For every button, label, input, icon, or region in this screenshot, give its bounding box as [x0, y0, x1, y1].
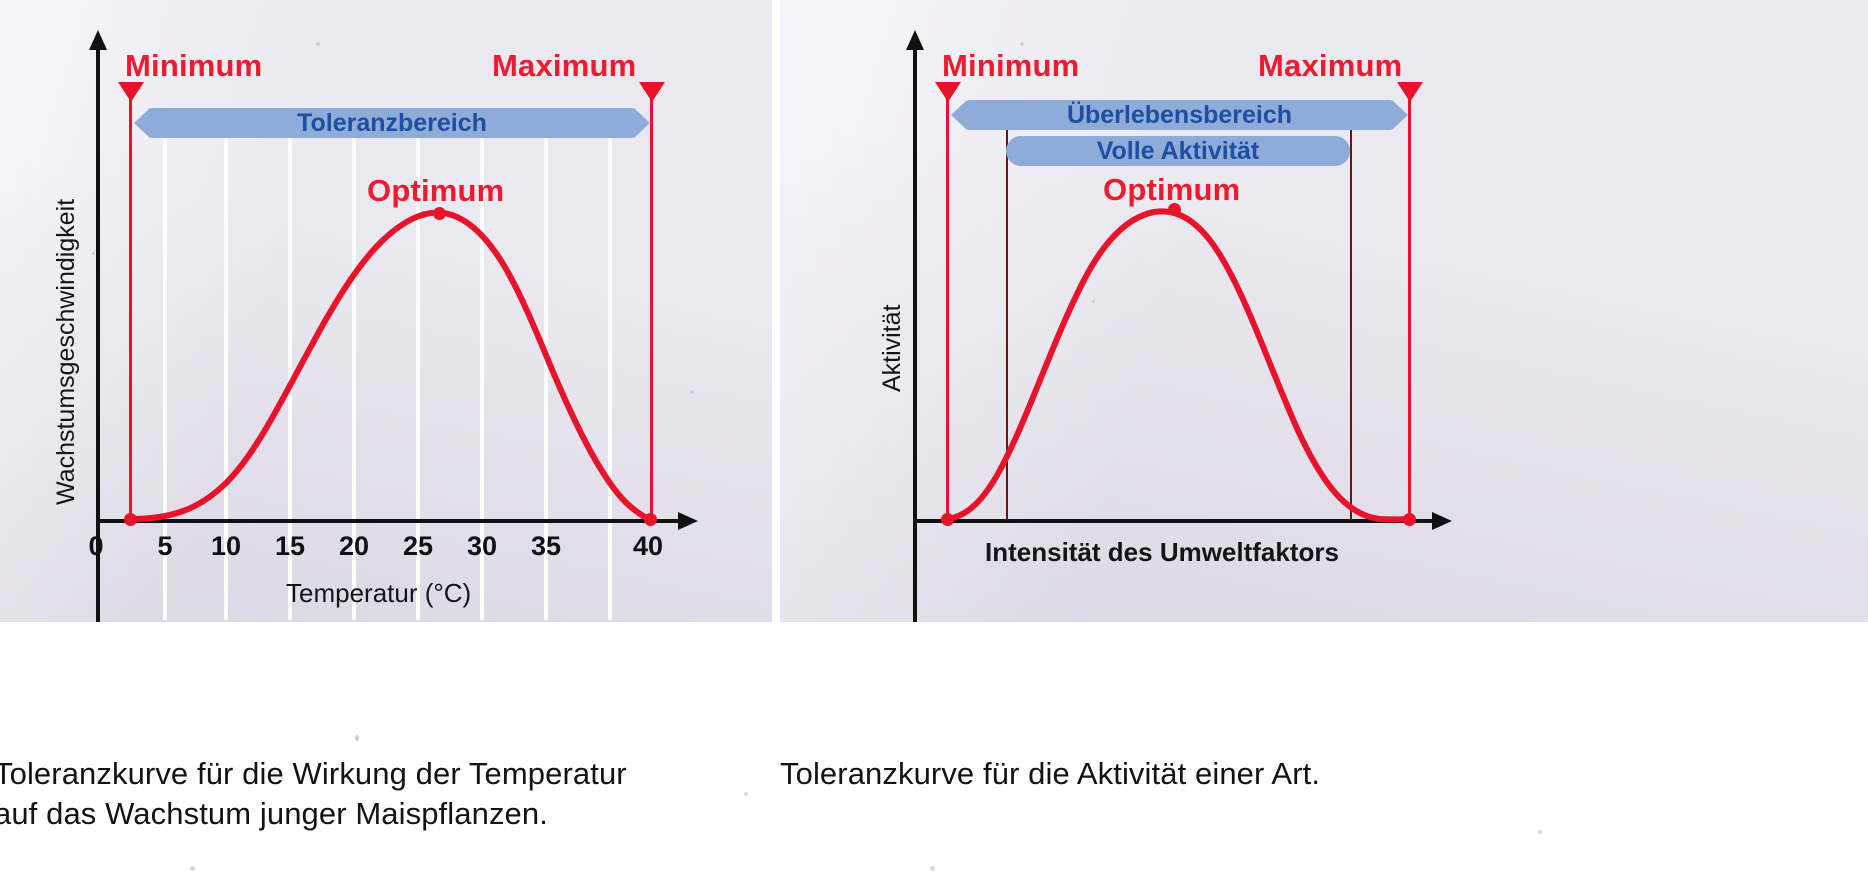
x-tick-label: 30	[466, 531, 498, 561]
y-axis-arrow-icon	[906, 30, 924, 50]
x-tick-label: 15	[274, 531, 306, 561]
optimum-label: Optimum	[367, 173, 505, 208]
maximum-marker-icon	[639, 82, 665, 102]
x-axis-line	[96, 519, 681, 523]
gridline	[544, 120, 548, 620]
minimum-boundary-line	[946, 92, 949, 524]
paper-speck	[92, 252, 95, 255]
maximum-point	[644, 513, 657, 526]
y-axis-title: Wachstumsgeschwindigkeit	[52, 198, 80, 505]
gridline	[288, 120, 292, 620]
paper-speck	[355, 735, 359, 741]
optimum-point	[1168, 203, 1181, 216]
toleranzbereich-band: Toleranzbereich	[134, 108, 650, 138]
paper-speck	[1020, 42, 1024, 46]
maximum-point	[1403, 513, 1416, 526]
minimum-point	[941, 513, 954, 526]
gridline	[352, 120, 356, 620]
full-activity-right-boundary-line	[1350, 128, 1352, 520]
minimum-label: Minimum	[125, 48, 263, 83]
y-axis-title: Aktivität	[878, 304, 906, 392]
x-axis-title: Temperatur (°C)	[286, 578, 472, 608]
paper-speck	[316, 42, 320, 46]
x-axis-arrow-icon	[1432, 512, 1452, 530]
paper-speck	[744, 792, 748, 796]
band-label: Volle Aktivität	[1096, 137, 1260, 165]
minimum-point	[124, 513, 137, 526]
x-axis-line	[913, 519, 1435, 523]
growth-rate-curve	[128, 209, 654, 522]
x-tick-label: 20	[338, 531, 370, 561]
paper-speck	[190, 866, 195, 871]
minimum-boundary-line	[129, 92, 132, 524]
x-tick-label: 10	[210, 531, 242, 561]
left-chart-panel: Minimum Maximum Optimum Toleranzbereich …	[0, 0, 772, 622]
band-label: Toleranzbereich	[297, 109, 487, 137]
band-right-arrow-icon	[634, 108, 650, 138]
optimum-point	[433, 207, 446, 220]
band-bar	[149, 108, 635, 138]
right-caption-line: Toleranzkurve für die Aktivität einer Ar…	[780, 756, 1321, 791]
gridline	[163, 120, 167, 620]
gridline	[608, 120, 612, 620]
y-axis-line	[913, 48, 917, 622]
y-axis-arrow-icon	[89, 30, 107, 50]
panel-gutter	[772, 0, 780, 622]
band-bar	[1006, 136, 1350, 166]
band-left-arrow-icon	[951, 100, 967, 130]
maximum-boundary-line	[1408, 92, 1411, 524]
full-activity-left-boundary-line	[1006, 128, 1008, 520]
y-axis-line	[96, 48, 100, 622]
minimum-marker-icon	[935, 82, 961, 102]
x-tick-label: 35	[530, 531, 562, 561]
band-right-arrow-icon	[1392, 100, 1408, 130]
activity-curve	[945, 208, 1412, 523]
right-chart-panel: Minimum Maximum Optimum Überlebensbereic…	[780, 0, 1868, 622]
gridline	[416, 120, 420, 620]
x-tick-label: 5	[157, 531, 173, 561]
left-caption: Toleranzkurve für die Wirkung der Temper…	[0, 754, 754, 834]
ueberlebensbereich-band: Überlebensbereich	[951, 100, 1408, 130]
band-bar	[966, 100, 1393, 130]
left-caption-line: Toleranzkurve für die Wirkung der Temper…	[0, 756, 627, 791]
optimum-label: Optimum	[1103, 172, 1241, 207]
x-axis-title: Intensität des Umweltfaktors	[985, 537, 1339, 567]
minimum-marker-icon	[118, 82, 144, 102]
x-tick-label: 0	[88, 531, 104, 561]
gridline	[224, 120, 228, 620]
paper-speck	[930, 866, 935, 871]
minimum-label: Minimum	[942, 48, 1080, 83]
left-caption-line: auf das Wachstum junger Maispflanzen.	[0, 796, 548, 831]
x-tick-label: 25	[402, 531, 434, 561]
x-tick-label: 40	[632, 531, 664, 561]
maximum-boundary-line	[650, 92, 653, 524]
right-caption: Toleranzkurve für die Aktivität einer Ar…	[780, 754, 1840, 794]
volle-aktivitaet-band: Volle Aktivität	[1006, 136, 1350, 166]
gridline	[480, 120, 484, 620]
maximum-label: Maximum	[1258, 48, 1403, 83]
paper-speck	[1538, 830, 1542, 834]
maximum-label: Maximum	[492, 48, 637, 83]
maximum-marker-icon	[1397, 82, 1423, 102]
band-left-arrow-icon	[134, 108, 150, 138]
x-axis-arrow-icon	[678, 512, 698, 530]
band-label: Überlebensbereich	[1066, 101, 1293, 129]
paper-speck	[690, 390, 694, 394]
paper-speck	[1092, 300, 1095, 303]
